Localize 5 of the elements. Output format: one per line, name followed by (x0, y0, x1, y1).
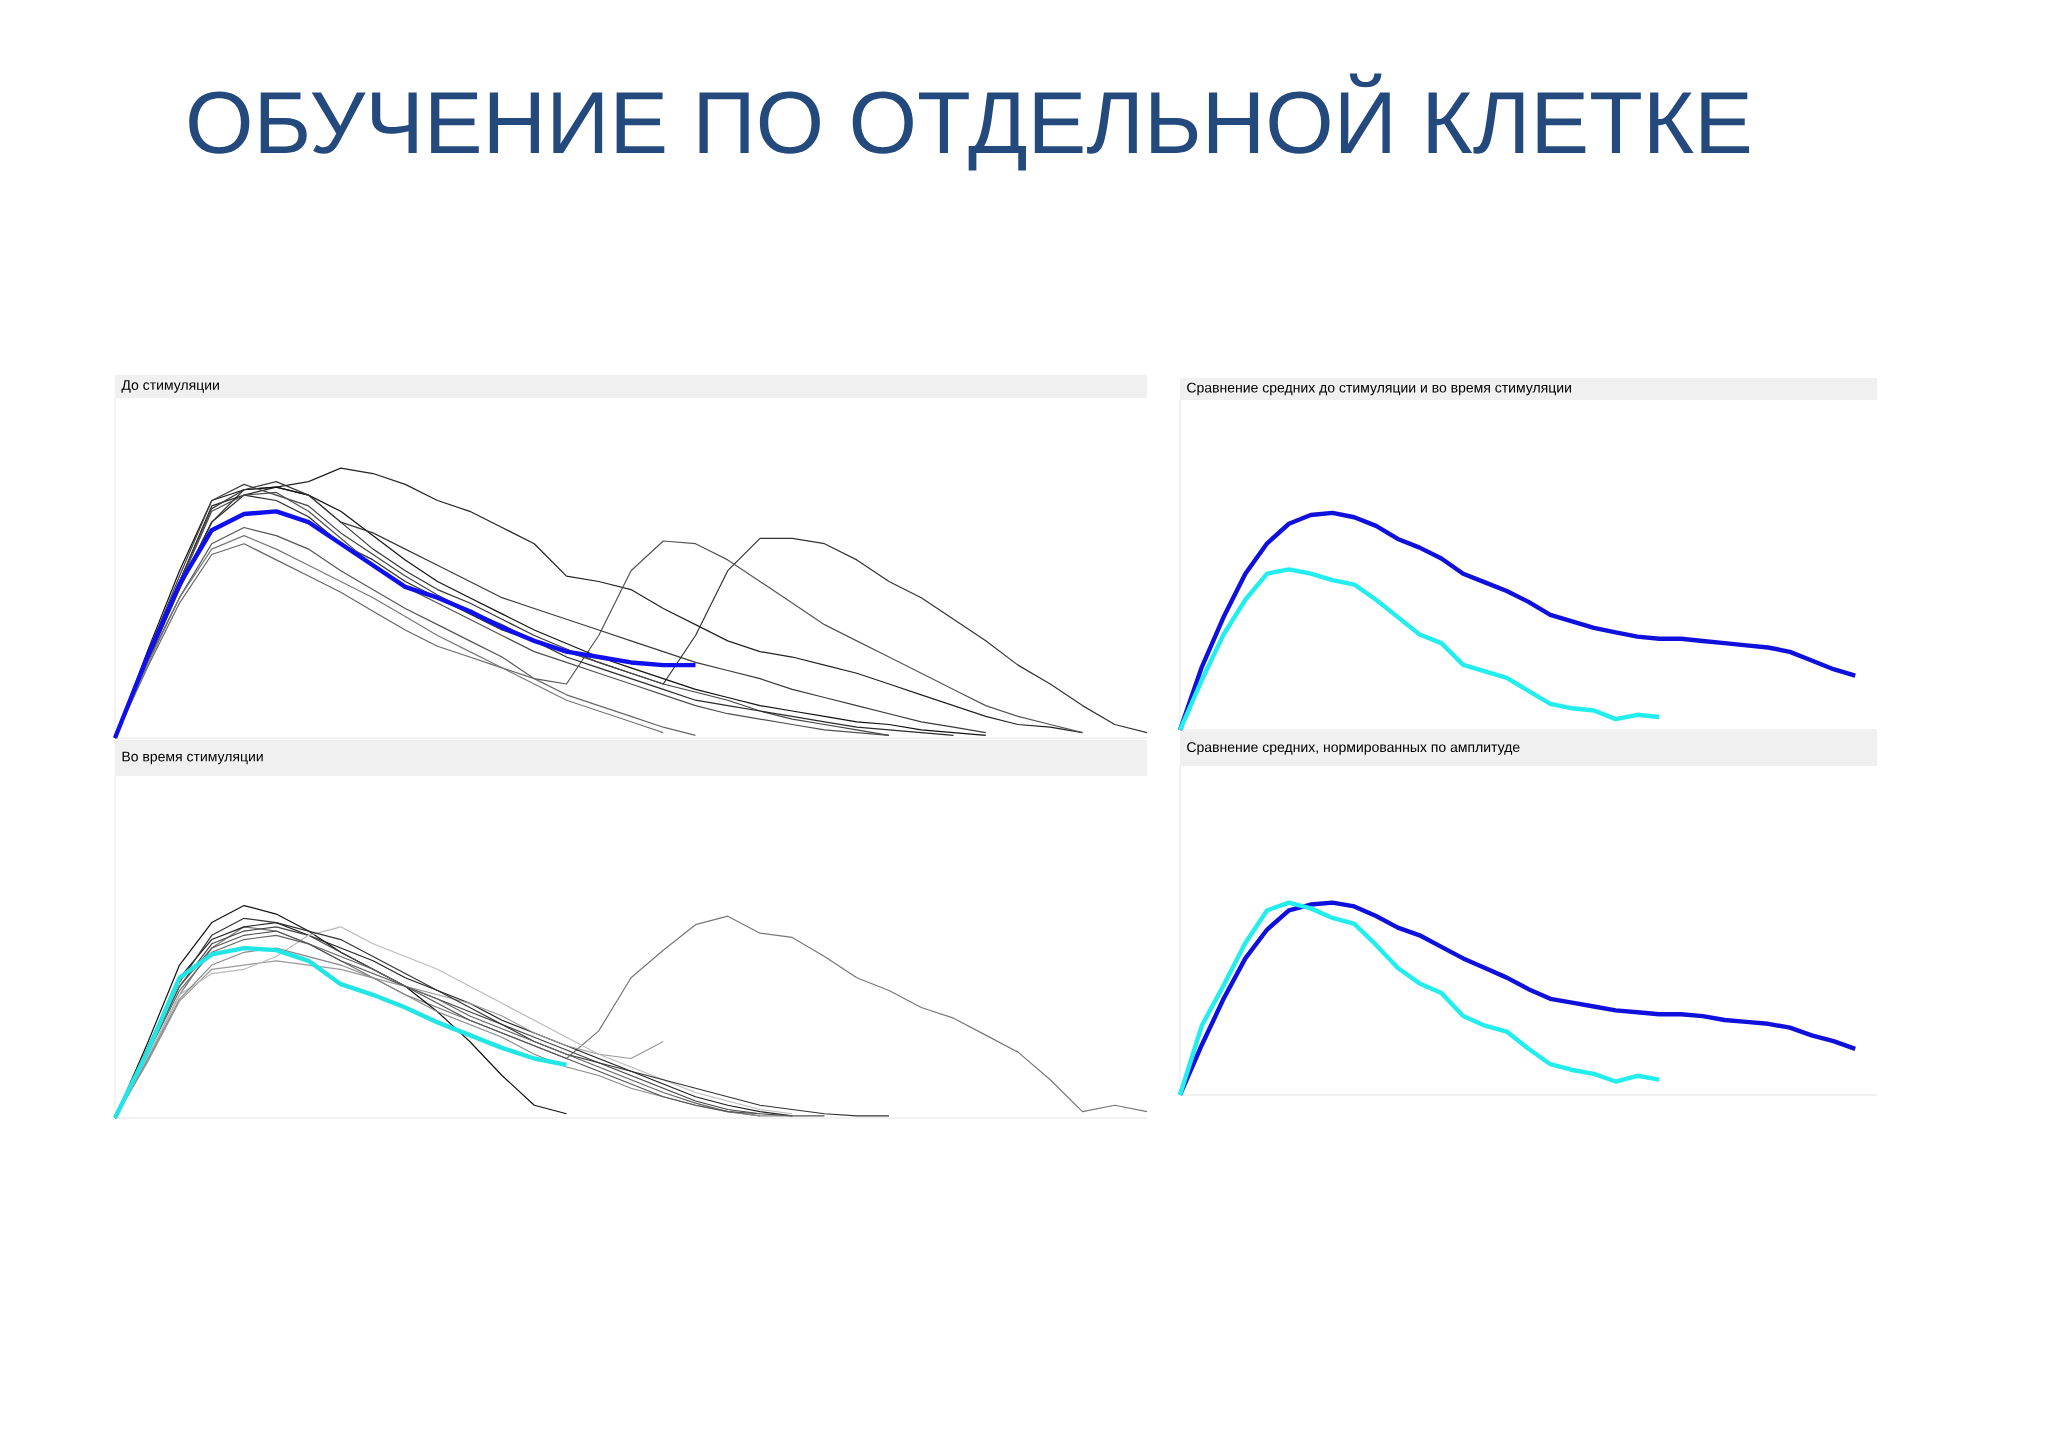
chart-title: Сравнение средних, нормированных по амплитуде (1187, 742, 1520, 755)
chart-title: Сравнение средних до стимуляции и во время стимуляции (1187, 382, 1571, 396)
chart-title: Во время стимуляции (122, 751, 263, 765)
chart-title: До стимуляции (121, 380, 219, 393)
text: ОБУЧЕНИЕ ПО ОТДЕЛЬНОЙ КЛЕТКЕ (189, 73, 1750, 171)
